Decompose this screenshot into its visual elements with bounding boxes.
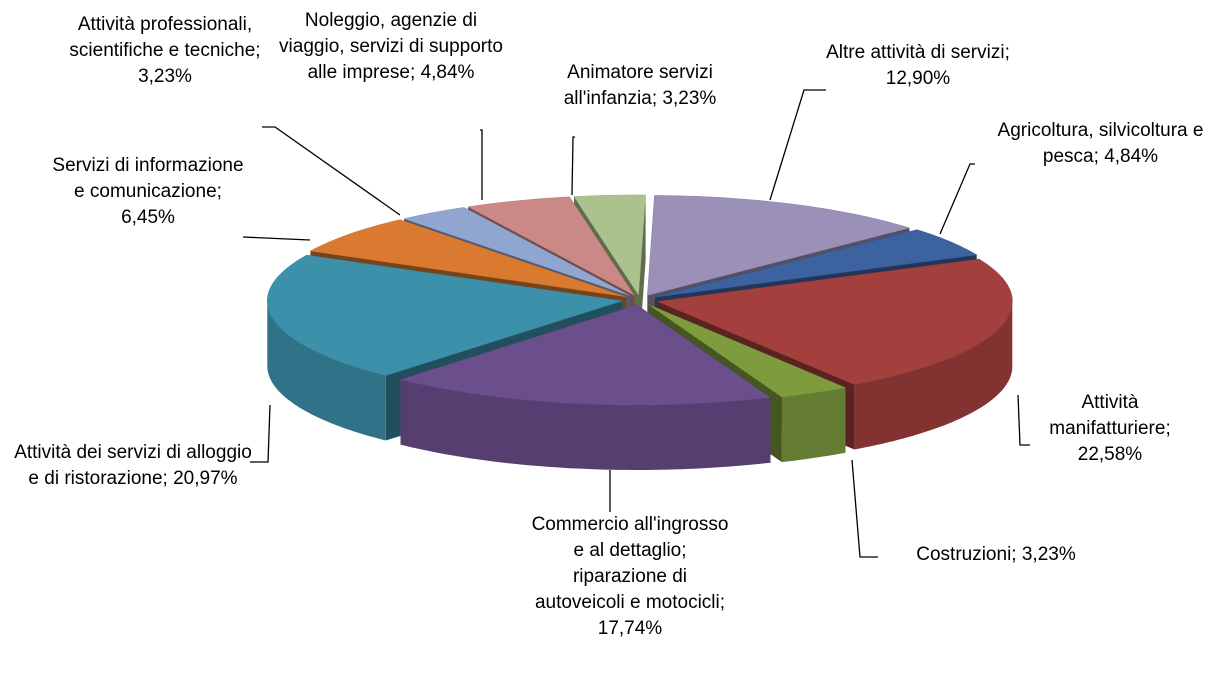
category-name: Agricoltura, silvicoltura e pesca <box>997 120 1209 167</box>
value-label: 3,23% <box>662 88 717 109</box>
leader-line <box>242 236 311 241</box>
slice <box>399 304 772 406</box>
slice-wall <box>267 300 386 441</box>
value-label: 6,45% <box>121 207 175 228</box>
data-label: Noleggio, agenzie di viaggio, servizi di… <box>275 8 507 86</box>
label-separator: ; <box>1093 146 1105 167</box>
value-label: 4,84% <box>1104 146 1159 167</box>
data-label: Attività dei servizi di alloggio e di ri… <box>8 440 258 492</box>
data-label: Commercio all'ingrosso e al dettaglio; r… <box>530 512 730 642</box>
data-label: Animatore servizi all'infanzia; 3,23% <box>520 60 760 112</box>
category-name: Costruzioni <box>916 544 1012 565</box>
leader-line <box>851 459 878 558</box>
category-name: Commercio all'ingrosso e al dettaglio; r… <box>531 514 734 613</box>
value-label: 20,97% <box>173 468 238 489</box>
data-label: Costruzioni; 3,23% <box>876 542 1116 568</box>
slice <box>309 219 627 298</box>
slice-wall <box>854 301 1013 450</box>
category-name: Attività manifatturiere <box>1049 392 1166 439</box>
slice <box>647 195 911 296</box>
slice <box>648 304 847 398</box>
leader-line <box>480 129 483 200</box>
label-separator: ; <box>216 181 228 202</box>
category-name: Attività dei servizi di alloggio e di ri… <box>14 442 258 489</box>
slice <box>656 258 1013 385</box>
leader-line <box>1017 394 1030 446</box>
data-label: Altre attività di servizi; 12,90% <box>818 40 1018 92</box>
category-name: Animatore servizi all'infanzia <box>563 62 719 109</box>
slice <box>403 207 631 297</box>
slice-wall <box>781 387 846 463</box>
value-label: 3,23% <box>1021 544 1076 565</box>
leader-line <box>939 163 975 235</box>
label-separator: ; <box>719 592 731 613</box>
slice <box>267 254 623 376</box>
slice <box>573 194 646 296</box>
data-label: Attività professionali, scientifiche e t… <box>50 12 280 90</box>
category-name: Attività professionali, scientifiche e t… <box>69 14 258 61</box>
value-label: 17,74% <box>597 618 663 639</box>
label-separator: ; <box>1011 544 1022 565</box>
label-separator: ; <box>1165 418 1176 439</box>
label-separator: ; <box>162 468 174 489</box>
slice-wall <box>400 379 771 470</box>
label-separator: ; <box>1004 42 1016 63</box>
leader-line <box>769 89 826 201</box>
data-label: Agricoltura, silvicoltura e pesca; 4,84% <box>968 118 1224 170</box>
category-name: Noleggio, agenzie di viaggio, servizi di… <box>279 10 509 83</box>
slice <box>467 196 635 296</box>
value-label: 12,90% <box>885 68 951 89</box>
category-name: Altre attività di servizi <box>826 42 1005 63</box>
category-name: Servizi di informazione e comunicazione <box>52 155 249 202</box>
value-label: 3,23% <box>138 66 192 87</box>
label-separator: ; <box>255 40 266 61</box>
slice <box>654 229 978 298</box>
value-label: 4,84% <box>420 62 475 83</box>
label-separator: ; <box>410 62 421 83</box>
leader-line <box>571 136 575 196</box>
leader-line <box>250 404 271 463</box>
data-label: Servizi di informazione e comunicazione;… <box>48 153 248 231</box>
label-separator: ; <box>651 88 663 109</box>
data-label: Attività manifatturiere; 22,58% <box>1030 390 1190 468</box>
leader-line <box>262 126 401 216</box>
value-label: 22,58% <box>1077 444 1143 465</box>
